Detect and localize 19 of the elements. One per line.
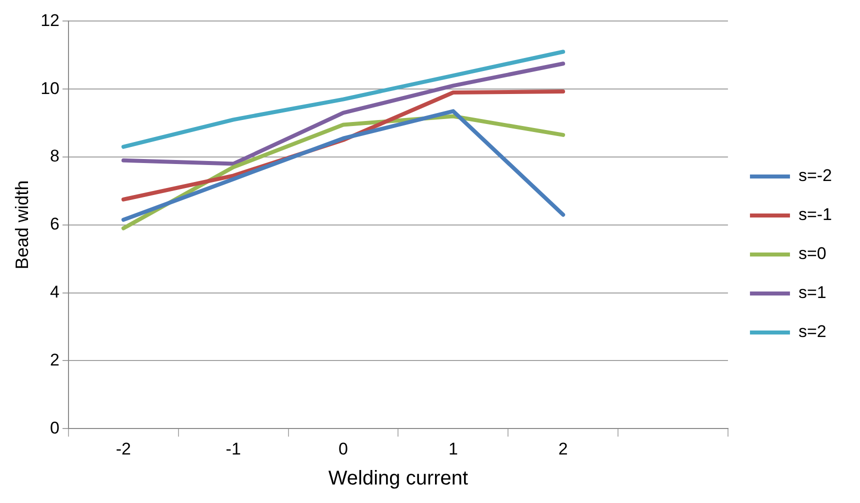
legend-label: s=1 <box>798 283 826 302</box>
x-axis-title: Welding current <box>328 468 469 490</box>
legend-label: s=0 <box>798 244 826 264</box>
y-tick-label: 10 <box>40 78 60 98</box>
y-tick-label: 12 <box>40 10 60 30</box>
y-tick-label: 2 <box>50 350 60 370</box>
x-tick-label: 2 <box>558 439 568 458</box>
y-tick-label: 0 <box>50 418 60 438</box>
x-tick-label: -1 <box>226 439 241 458</box>
legend-label: s=2 <box>798 322 826 342</box>
x-tick-label: 1 <box>448 439 458 458</box>
y-axis-title: Bead width <box>12 180 32 270</box>
y-tick-label: 4 <box>50 282 60 302</box>
y-tick-label: 6 <box>50 214 60 234</box>
x-tick-label: -2 <box>116 439 132 458</box>
x-tick-label: 0 <box>338 439 348 458</box>
legend-label: s=-2 <box>798 166 832 186</box>
legend-label: s=-1 <box>798 205 832 224</box>
y-tick-label: 8 <box>50 146 60 166</box>
